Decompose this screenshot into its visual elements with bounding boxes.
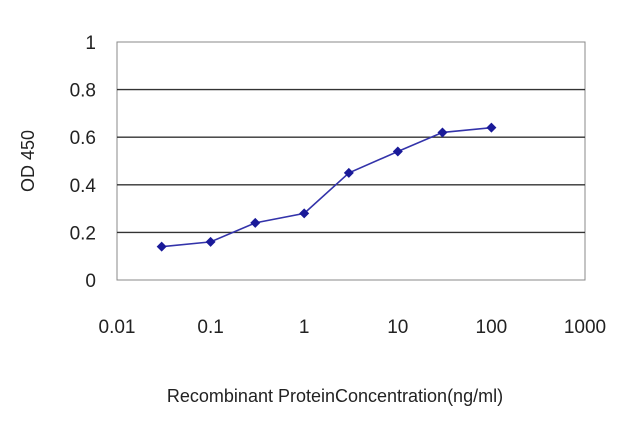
y-tick-label: 0.4 (70, 176, 97, 197)
series (156, 122, 497, 252)
data-point (156, 241, 167, 252)
data-point (343, 167, 354, 178)
x-tick-label: 0.1 (197, 317, 223, 338)
y-tick-label: 0.2 (70, 223, 96, 244)
series-line (161, 126, 492, 248)
y-axis-ticks: 0 0.2 0.4 0.6 0.8 1 (70, 33, 97, 292)
data-point (392, 146, 403, 157)
data-point (205, 236, 216, 247)
y-tick-label: 1 (85, 33, 96, 54)
data-point (437, 127, 448, 138)
data-point (486, 122, 497, 133)
y-tick-label: 0.6 (70, 128, 96, 149)
y-tick-label: 0.8 (70, 81, 96, 102)
y-tick-label: 0 (85, 271, 96, 292)
x-tick-label: 1 (299, 317, 310, 338)
x-tick-label: 1000 (564, 317, 606, 338)
x-tick-label: 100 (476, 317, 508, 338)
x-tick-label: 10 (387, 317, 408, 338)
data-point (299, 208, 310, 219)
grid-lines (117, 88, 585, 234)
plot-area (116, 41, 586, 281)
x-axis-title: Recombinant ProteinConcentration(ng/ml) (167, 386, 503, 406)
y-axis-title: OD 450 (18, 130, 38, 192)
x-tick-label: 0.01 (99, 317, 136, 338)
x-axis-ticks: 0.01 0.1 1 10 100 1000 (99, 317, 607, 338)
data-point (250, 217, 261, 228)
